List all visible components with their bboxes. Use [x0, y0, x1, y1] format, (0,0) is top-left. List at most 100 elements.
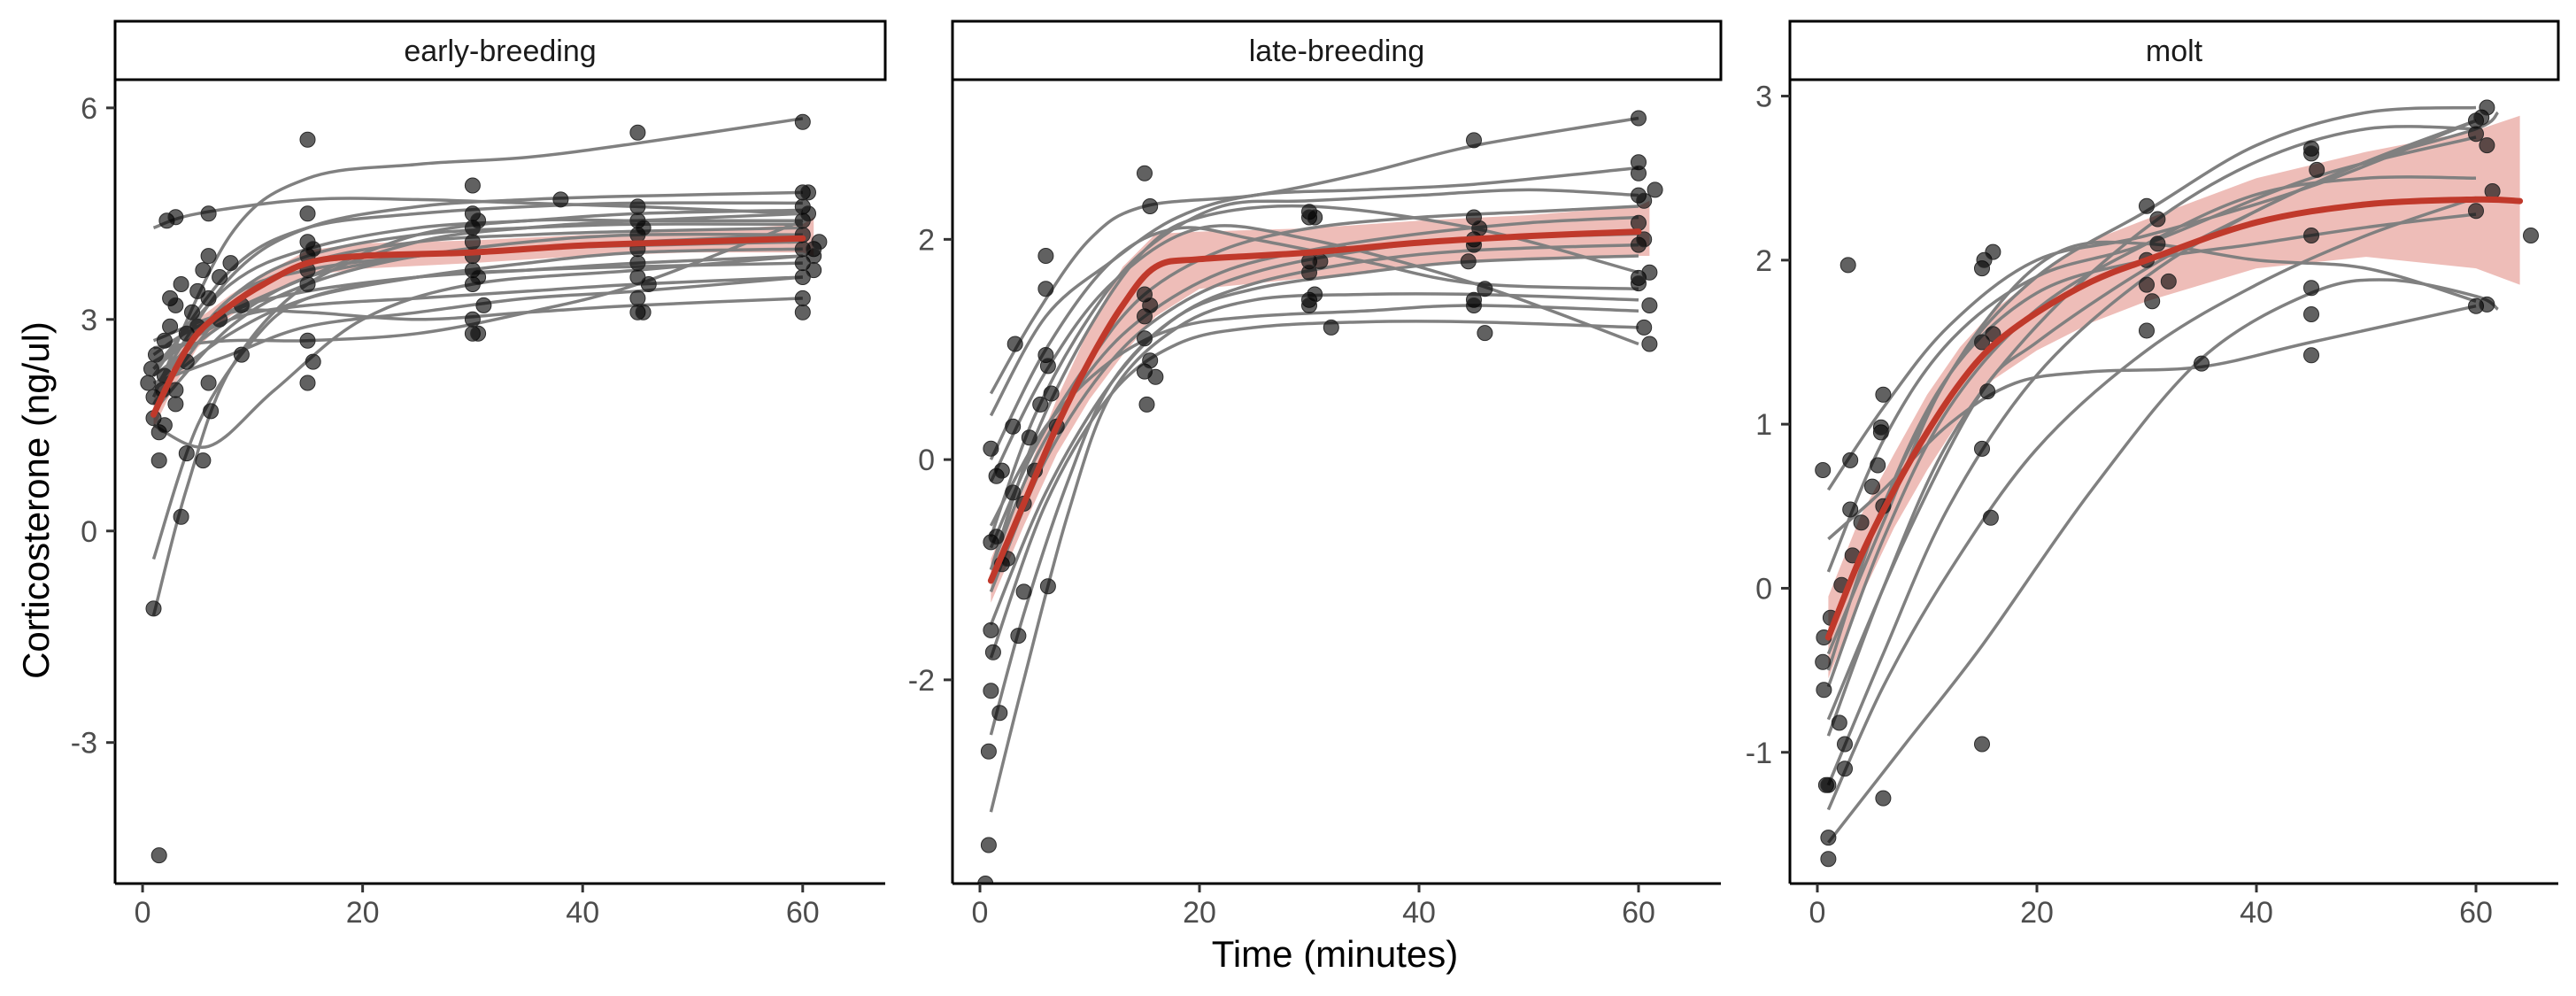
data-point [305, 353, 321, 370]
data-point [1466, 132, 1482, 149]
facet-strip [951, 19, 1723, 81]
data-point [2303, 280, 2319, 297]
individual-curve [1826, 175, 2477, 688]
data-point [988, 529, 1005, 545]
individual-curve [1827, 278, 2499, 844]
data-point [983, 622, 999, 638]
data-point [1043, 385, 1060, 402]
data-point [635, 304, 652, 320]
data-point [150, 452, 167, 469]
data-point [470, 269, 487, 285]
data-point [629, 255, 646, 272]
mean-curve [1824, 196, 2524, 641]
mean-curve [150, 235, 806, 418]
data-point [984, 644, 1001, 660]
data-point [2149, 211, 2166, 228]
x-tick-label: 0 [1809, 896, 1826, 930]
data-point [200, 374, 217, 391]
individual-curve [152, 208, 803, 370]
data-point [140, 374, 157, 391]
data-point [1301, 264, 1317, 281]
data-point [991, 705, 1008, 722]
data-point [1816, 682, 1832, 699]
x-tick-label: 0 [972, 896, 989, 930]
x-tick-label: 60 [2459, 896, 2493, 930]
data-point [1839, 257, 1856, 274]
y-tick-label: 3 [81, 304, 97, 337]
data-point [1842, 501, 1859, 518]
data-point [1037, 281, 1054, 297]
data-point [1820, 851, 1837, 868]
data-point [173, 276, 189, 292]
data-point [1477, 281, 1493, 297]
data-point [2139, 322, 2155, 339]
data-point [203, 403, 220, 420]
data-point [640, 276, 657, 292]
data-point [222, 255, 239, 272]
data-point [1815, 462, 1832, 478]
data-point [1815, 653, 1832, 670]
data-point [2479, 99, 2495, 116]
data-point [178, 445, 195, 462]
data-point [2479, 296, 2495, 313]
data-point [1039, 578, 1056, 595]
data-point [1307, 286, 1323, 303]
data-point [1137, 330, 1153, 347]
panel-molt: molt 0 20 40 60 -1 0 1 2 3 [1746, 19, 2560, 930]
data-point [800, 205, 816, 222]
data-point [1985, 243, 2001, 260]
data-point [1466, 297, 1482, 313]
facet-strip [1788, 19, 2560, 81]
data-point [1641, 264, 1658, 281]
data-point [167, 209, 184, 226]
data-point [806, 248, 822, 265]
data-point [1974, 440, 1990, 457]
y-tick-label: -2 [908, 664, 935, 698]
y-axis-title: Corticosterone (ng/ul) [15, 321, 57, 679]
plot-area [1815, 99, 2539, 868]
data-point [1974, 334, 1990, 351]
data-point [1477, 325, 1493, 342]
data-point [470, 325, 487, 342]
x-axis-title: Time (minutes) [1212, 933, 1458, 975]
data-point [143, 360, 159, 377]
data-point [2468, 126, 2484, 143]
data-point [167, 297, 184, 313]
data-point [1137, 165, 1153, 181]
data-point [1005, 484, 1022, 501]
data-point [1870, 457, 1886, 474]
y-tick-label: 0 [81, 515, 97, 549]
data-point [299, 205, 316, 222]
data-point [1015, 583, 1032, 600]
data-point [1875, 386, 1892, 403]
data-point [800, 184, 816, 201]
data-point [1636, 319, 1653, 336]
x-tick-label: 20 [1183, 896, 1216, 930]
data-point [977, 876, 994, 884]
data-point [1837, 761, 1853, 777]
individual-curve [153, 219, 804, 350]
data-point [1142, 352, 1159, 369]
y-tick-label: 2 [1755, 244, 1772, 278]
data-point [2160, 273, 2177, 290]
data-point [1831, 714, 1847, 731]
data-point [1631, 110, 1647, 127]
data-point [980, 837, 997, 853]
data-point [1979, 383, 1996, 400]
y-tick-label: 3 [1755, 81, 1772, 114]
confidence-band [1828, 115, 2520, 679]
data-point [464, 311, 481, 328]
data-point [983, 683, 999, 699]
data-point [1147, 368, 1164, 385]
data-point [811, 234, 828, 251]
data-point [305, 241, 321, 258]
y-tick-label: -3 [71, 727, 97, 761]
data-point [299, 276, 316, 292]
data-point [464, 177, 481, 194]
individual-curve [989, 254, 1639, 736]
data-point [1631, 214, 1647, 231]
data-point [1647, 181, 1663, 198]
data-point [2144, 293, 2161, 310]
